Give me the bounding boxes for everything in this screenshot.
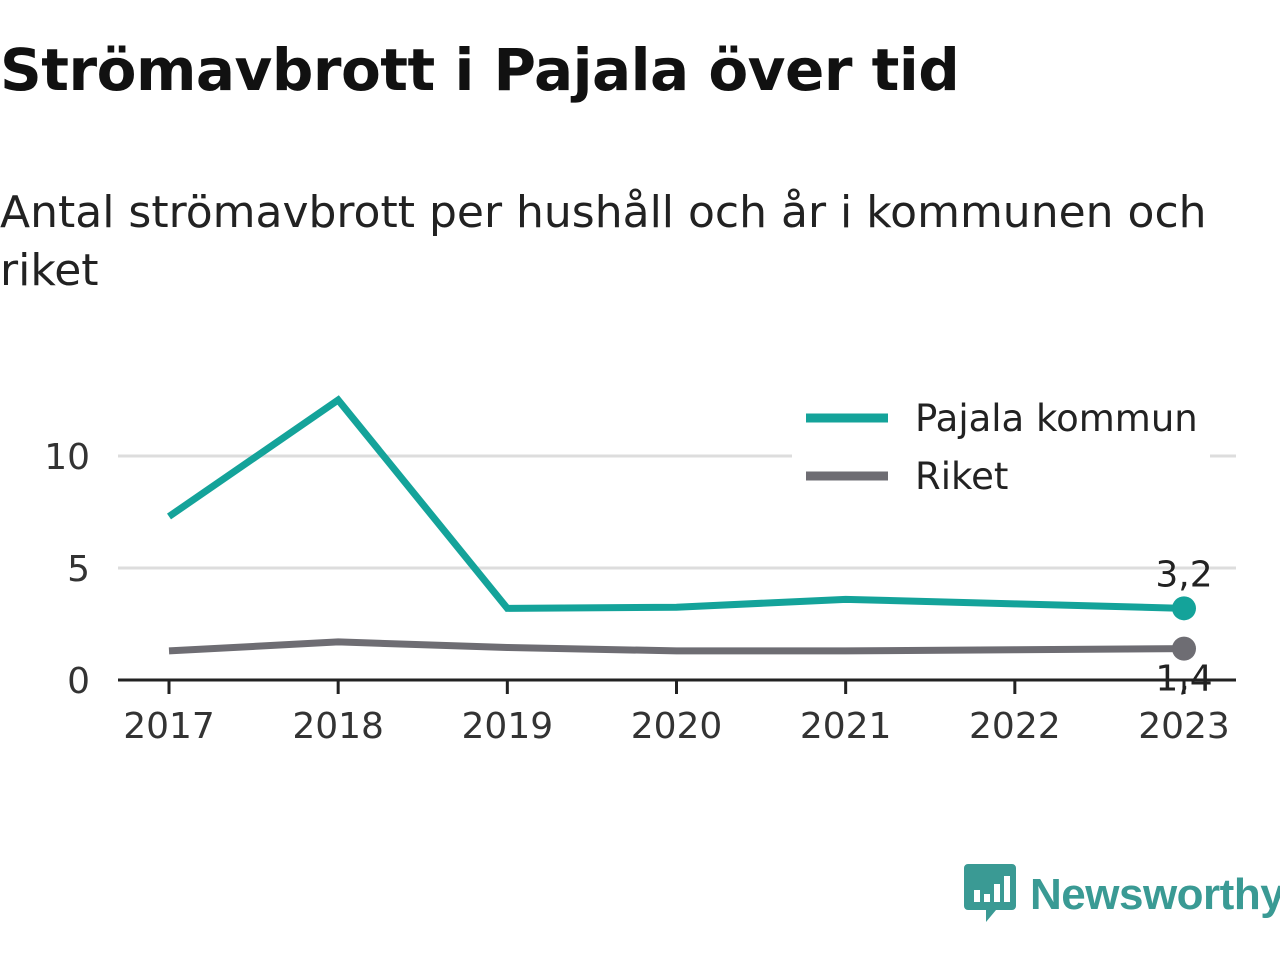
bar-chart-logo-icon — [964, 864, 1016, 922]
x-tick-label: 2023 — [1138, 706, 1230, 747]
data-label: 3,2 — [1155, 554, 1212, 595]
x-tick-label: 2019 — [462, 706, 554, 747]
x-tick-label: 2020 — [631, 706, 723, 747]
chart-title: Strömavbrott i Pajala över tid — [0, 36, 960, 104]
series-line — [167, 395, 1185, 612]
data-label: 1,4 — [1155, 659, 1212, 700]
axes: 0 5 10 2017 2018 2019 2020 2021 2022 2023 — [44, 437, 1236, 747]
series-end-marker — [1172, 596, 1196, 621]
y-tick-label: 10 — [44, 437, 90, 478]
chart-subtitle: Antal strömavbrott per hushåll och år i … — [0, 187, 1207, 296]
series-line — [168, 638, 1185, 655]
legend-label: Pajala kommun — [915, 397, 1198, 440]
y-tick-label: 0 — [67, 661, 90, 702]
brand-logo: Newsworthy — [964, 864, 1280, 926]
series — [167, 395, 1196, 661]
data-labels: 3,2 1,4 — [1155, 554, 1212, 699]
series-end-marker — [1172, 636, 1196, 661]
x-tick-label: 2022 — [969, 706, 1061, 747]
legend: Pajala kommun Riket — [792, 396, 1210, 508]
brand-name: Newsworthy — [1030, 870, 1280, 919]
y-tick-label: 5 — [67, 549, 90, 590]
legend-label: Riket — [915, 455, 1008, 498]
x-tick-label: 2021 — [800, 706, 892, 747]
x-tick-label: 2018 — [292, 706, 384, 747]
x-tick-label: 2017 — [123, 706, 215, 747]
